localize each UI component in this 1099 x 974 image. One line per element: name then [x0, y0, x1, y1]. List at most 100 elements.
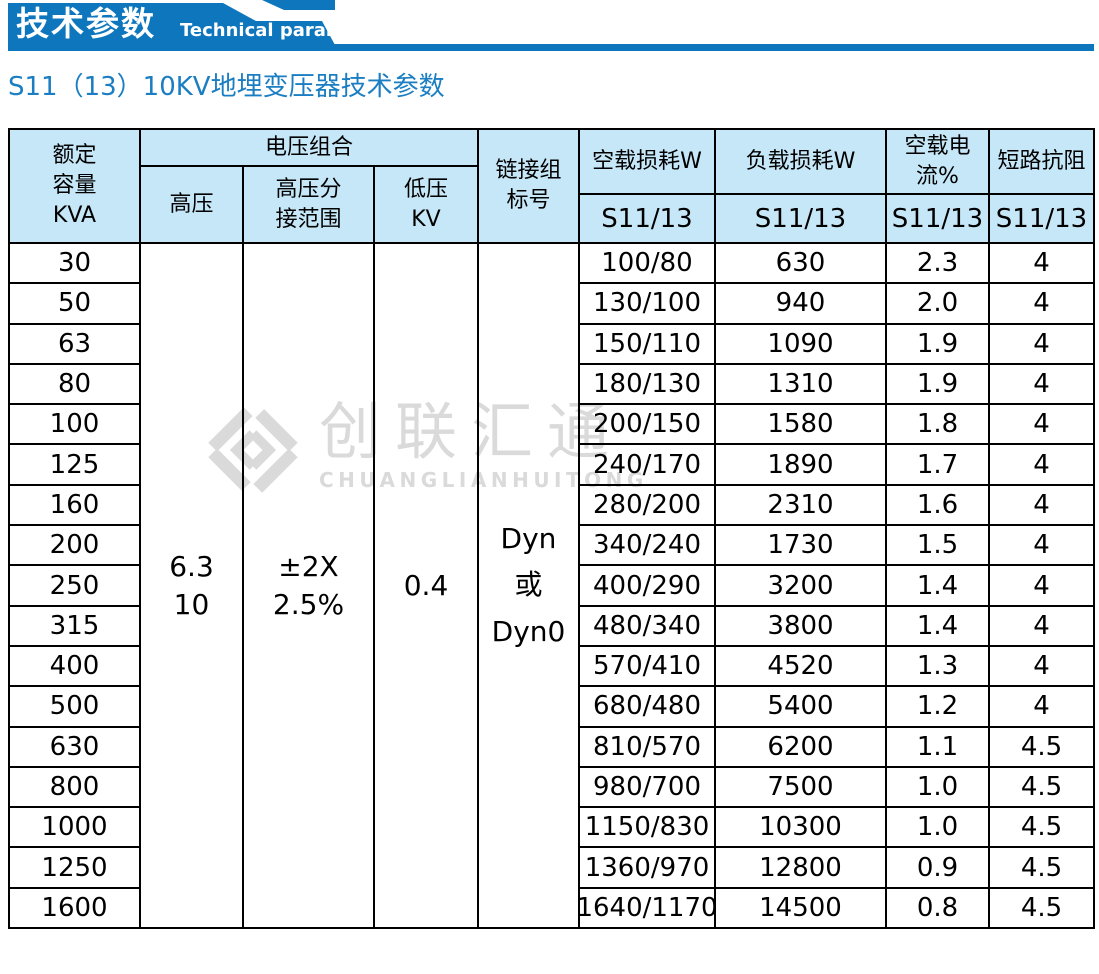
cell-current-row-2: 1.9	[887, 324, 990, 365]
cell-impedance-row-2: 4	[990, 324, 1095, 365]
cell-no-load-row-2: 150/110	[580, 324, 716, 365]
cell-impedance-row-6: 4	[990, 485, 1095, 527]
cell-impedance-row-15: 4.5	[990, 848, 1095, 889]
cell-current-row-6: 1.6	[887, 485, 990, 527]
cell-current-row-4: 1.8	[887, 405, 990, 446]
cell-kva-row-9: 315	[10, 606, 141, 647]
subheader-no-load-current-model: S11/13	[887, 195, 990, 244]
cell-load-row-10: 4520	[716, 646, 887, 688]
cell-impedance-row-10: 4	[990, 646, 1095, 688]
cell-load-row-9: 3800	[716, 606, 887, 647]
cell-kva-row-6: 160	[10, 485, 141, 527]
cell-no-load-row-8: 400/290	[580, 566, 716, 607]
cell-impedance-row-12: 4.5	[990, 727, 1095, 768]
header-load-loss: 负载损耗W	[716, 130, 887, 195]
header-lv: 低压 KV	[375, 167, 479, 244]
page-title: S11（13）10KV地埋变压器技术参数	[8, 72, 445, 102]
cell-kva-row-16: 1600	[10, 888, 141, 930]
cell-kva-row-13: 800	[10, 767, 141, 809]
cell-kva-row-1: 50	[10, 284, 141, 325]
cell-impedance-row-0: 4	[990, 244, 1095, 285]
cell-load-row-6: 2310	[716, 485, 887, 527]
section-banner: 技术参数 Technical parameter	[8, 0, 1094, 54]
cell-no-load-row-9: 480/340	[580, 606, 716, 647]
cell-kva-row-7: 200	[10, 526, 141, 567]
cell-kva-row-12: 630	[10, 727, 141, 768]
subheader-impedance-model: S11/13	[990, 195, 1095, 244]
cell-impedance-row-5: 4	[990, 445, 1095, 486]
cell-kva-row-11: 500	[10, 687, 141, 728]
cell-no-load-row-13: 980/700	[580, 767, 716, 809]
cell-merged-hv-tap: ±2X 2.5%	[244, 244, 375, 930]
cell-impedance-row-7: 4	[990, 526, 1095, 567]
cell-kva-row-4: 100	[10, 405, 141, 446]
header-hv: 高压	[141, 167, 244, 244]
cell-load-row-2: 1090	[716, 324, 887, 365]
cell-current-row-15: 0.9	[887, 848, 990, 889]
cell-impedance-row-14: 4.5	[990, 808, 1095, 849]
cell-current-row-12: 1.1	[887, 727, 990, 768]
subheader-load-loss-model: S11/13	[716, 195, 887, 244]
cell-kva-row-14: 1000	[10, 808, 141, 849]
header-no-load-loss: 空载损耗W	[580, 130, 716, 195]
header-voltage-combination: 电压组合	[141, 130, 479, 167]
cell-kva-row-3: 80	[10, 364, 141, 406]
cell-merged-hv: 6.3 10	[141, 244, 244, 930]
cell-merged-lv: 0.4	[375, 244, 479, 930]
banner-accent-shape	[262, 0, 335, 10]
cell-no-load-row-10: 570/410	[580, 646, 716, 688]
cell-current-row-16: 0.8	[887, 888, 990, 930]
cell-current-row-8: 1.4	[887, 566, 990, 607]
cell-kva-row-0: 30	[10, 244, 141, 285]
cell-load-row-11: 5400	[716, 687, 887, 728]
cell-kva-row-8: 250	[10, 566, 141, 607]
cell-no-load-row-15: 1360/970	[580, 848, 716, 889]
cell-merged-vector-group: Dyn 或 Dyn0	[479, 244, 580, 930]
cell-current-row-3: 1.9	[887, 364, 990, 406]
cell-no-load-row-12: 810/570	[580, 727, 716, 768]
cell-load-row-8: 3200	[716, 566, 887, 607]
cell-load-row-1: 940	[716, 284, 887, 325]
cell-kva-row-10: 400	[10, 646, 141, 688]
header-hv-tap-range: 高压分 接范围	[244, 167, 375, 244]
cell-load-row-7: 1730	[716, 526, 887, 567]
cell-current-row-11: 1.2	[887, 687, 990, 728]
cell-no-load-row-7: 340/240	[580, 526, 716, 567]
cell-no-load-row-6: 280/200	[580, 485, 716, 527]
banner-title: 技术参数	[16, 4, 156, 43]
cell-load-row-3: 1310	[716, 364, 887, 406]
cell-no-load-row-4: 200/150	[580, 405, 716, 446]
cell-impedance-row-1: 4	[990, 284, 1095, 325]
banner-underline-strip	[8, 44, 1094, 51]
header-rated-capacity: 额定 容量 KVA	[10, 130, 141, 244]
cell-current-row-10: 1.3	[887, 646, 990, 688]
header-impedance: 短路抗阻	[990, 130, 1095, 195]
parameters-table: 额定 容量 KVA 电压组合 高压 高压分 接范围 低压 KV 链接组 标号 空…	[8, 128, 1095, 930]
cell-impedance-row-8: 4	[990, 566, 1095, 607]
cell-impedance-row-9: 4	[990, 606, 1095, 647]
cell-current-row-13: 1.0	[887, 767, 990, 809]
cell-current-row-9: 1.4	[887, 606, 990, 647]
cell-kva-row-2: 63	[10, 324, 141, 365]
cell-load-row-13: 7500	[716, 767, 887, 809]
cell-kva-row-5: 125	[10, 445, 141, 486]
banner-subtitle-en: Technical parameter	[180, 20, 387, 41]
cell-no-load-row-5: 240/170	[580, 445, 716, 486]
cell-current-row-0: 2.3	[887, 244, 990, 285]
header-no-load-current: 空载电流%	[887, 130, 990, 195]
cell-load-row-16: 14500	[716, 888, 887, 930]
cell-no-load-row-16: 1640/1170	[576, 888, 718, 930]
cell-no-load-row-11: 680/480	[580, 687, 716, 728]
cell-no-load-row-14: 1150/830	[580, 808, 716, 849]
cell-impedance-row-4: 4	[990, 405, 1095, 446]
subheader-no-load-loss-model: S11/13	[580, 195, 716, 244]
cell-no-load-row-1: 130/100	[580, 284, 716, 325]
cell-current-row-1: 2.0	[887, 284, 990, 325]
cell-load-row-14: 10300	[716, 808, 887, 849]
cell-load-row-12: 6200	[716, 727, 887, 768]
cell-kva-row-15: 1250	[10, 848, 141, 889]
cell-impedance-row-3: 4	[990, 364, 1095, 406]
cell-current-row-7: 1.5	[887, 526, 990, 567]
cell-load-row-0: 630	[716, 244, 887, 285]
